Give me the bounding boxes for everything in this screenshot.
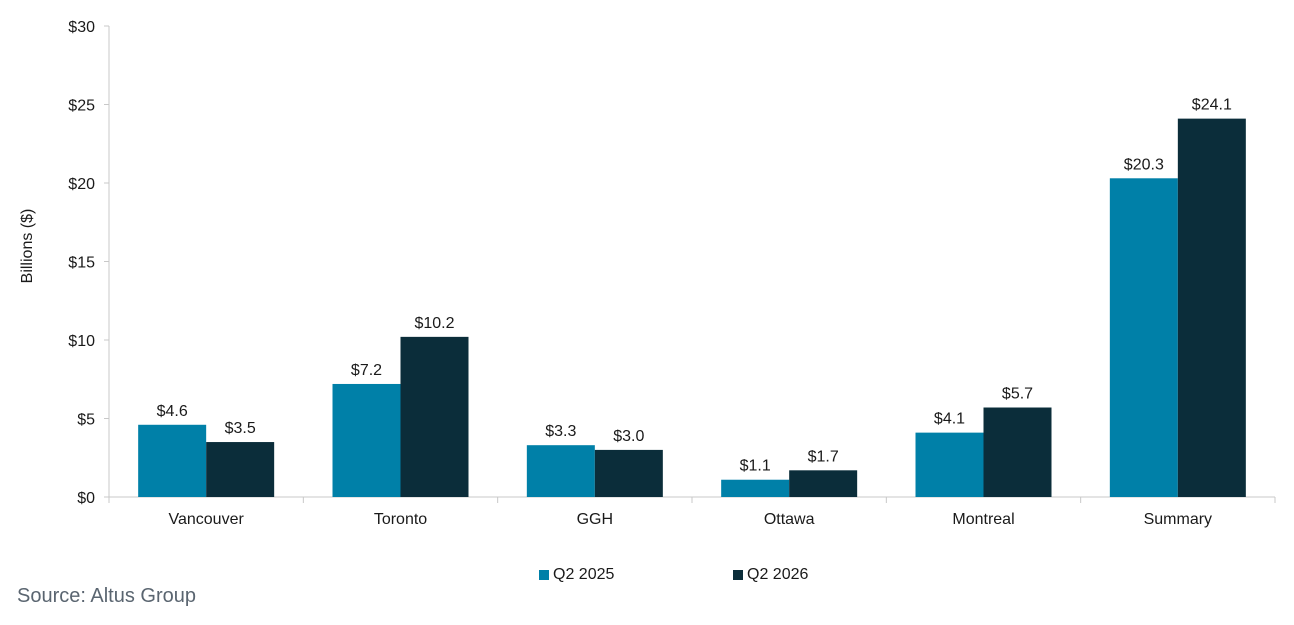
data-label: $3.0 <box>613 428 644 445</box>
data-label: $3.3 <box>545 423 576 440</box>
data-label: $20.3 <box>1124 156 1164 173</box>
category-label: Toronto <box>374 511 427 528</box>
bar <box>400 336 469 497</box>
bar <box>594 449 663 497</box>
y-tick-label: $0 <box>77 490 95 507</box>
data-label: $1.7 <box>808 448 839 465</box>
category-label: Vancouver <box>169 511 245 528</box>
source-note: Source: Altus Group <box>17 585 196 607</box>
data-label: $7.2 <box>351 362 382 379</box>
y-tick-label: $25 <box>68 98 95 115</box>
legend: Q2 2025 Q2 2026 <box>0 566 1294 588</box>
bar <box>915 432 984 497</box>
bars <box>138 118 1246 498</box>
bar <box>1177 118 1246 497</box>
y-tick-label: $20 <box>68 176 95 193</box>
bar <box>789 470 858 497</box>
y-tick-label: $15 <box>68 255 95 272</box>
y-tick-label: $10 <box>68 333 95 350</box>
bar <box>332 383 401 497</box>
data-labels: $4.6 $7.2 $3.3 $1.1 $4.1 $20.3 $3.5 $10.2 $3.0 $1… <box>157 97 1232 475</box>
category-label: Summary <box>1144 511 1212 528</box>
data-label: $4.1 <box>934 411 965 428</box>
data-label: $1.1 <box>740 458 771 475</box>
legend-item-q2-2025: Q2 2025 <box>539 566 614 584</box>
y-axis-title: Billions ($) <box>19 209 36 284</box>
data-label: $3.5 <box>225 420 256 437</box>
bar <box>526 445 595 497</box>
data-label: $24.1 <box>1192 97 1232 114</box>
data-label: $10.2 <box>414 315 454 332</box>
legend-item-q2-2026: Q2 2026 <box>733 566 808 584</box>
category-label: GGH <box>577 511 613 528</box>
bar <box>721 479 790 497</box>
legend-label-q2-2026: Q2 2026 <box>747 566 809 583</box>
y-axis: $0 $5 $10 $15 $20 $25 $30 <box>68 19 110 507</box>
bar <box>138 424 207 497</box>
data-label: $4.6 <box>157 403 188 420</box>
y-tick-label: $5 <box>77 412 95 429</box>
legend-swatch-q2-2025 <box>539 570 549 580</box>
legend-swatch-q2-2026 <box>733 570 743 580</box>
category-label: Ottawa <box>764 511 815 528</box>
category-label: Montreal <box>952 511 1014 528</box>
x-axis: Vancouver Toronto GGH Ottawa Montreal Summary <box>108 496 1276 528</box>
y-tick-label: $30 <box>68 19 95 36</box>
data-label: $5.7 <box>1002 386 1033 403</box>
bar <box>1109 178 1178 498</box>
bar <box>206 442 275 497</box>
bar <box>983 407 1052 497</box>
legend-label-q2-2025: Q2 2025 <box>553 566 615 583</box>
